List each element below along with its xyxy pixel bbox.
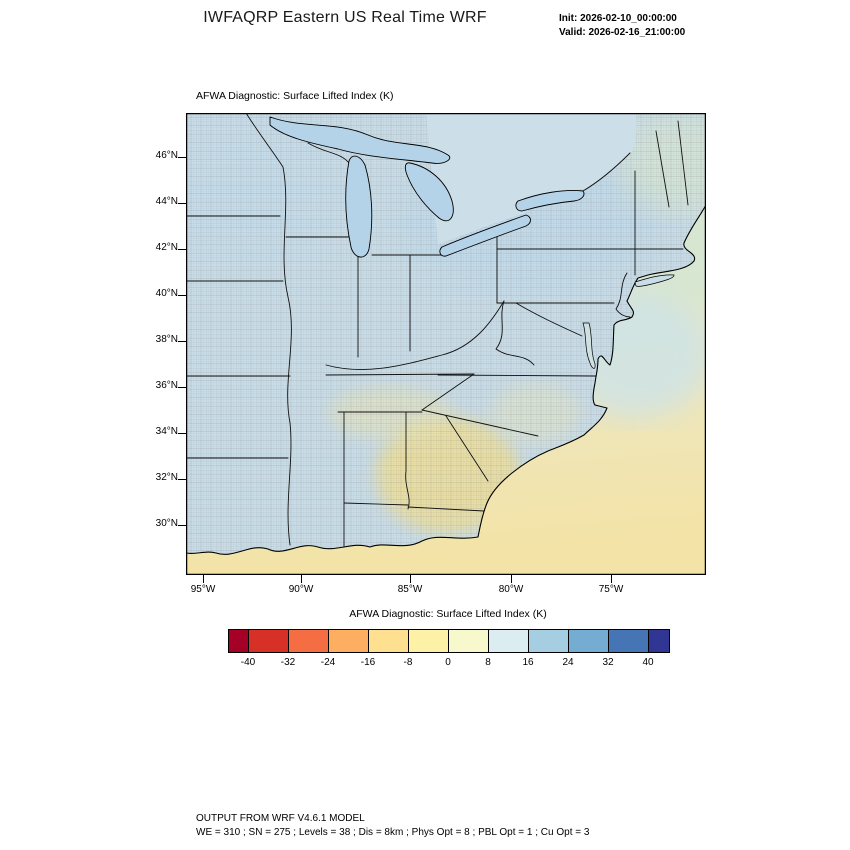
lon-tickmark-line [203,575,204,583]
lake-huron [404,162,454,222]
colorbar-segment [369,630,409,652]
lat-tick-label: 36°N [155,380,178,391]
state-borders [186,113,689,548]
lon-tickmark-line [410,575,411,583]
page-title: IWFAQRP Eastern US Real Time WRF [203,9,487,26]
colorbar-tick-label: -16 [360,657,376,668]
lat-tickmark-line [178,203,186,204]
lat-tick-label: 40°N [155,288,178,299]
lon-tick-label: 80°W [498,584,524,595]
run-info-block: Init: 2026-02-10_00:00:00 Valid: 2026-02… [559,12,685,40]
colorbar-title: AFWA Diagnostic: Surface Lifted Index (K… [349,608,547,620]
map-plot [186,113,706,575]
colorbar-segment [329,630,369,652]
lat-tickmark-line [178,157,186,158]
lat-tickmark-line [178,341,186,342]
colorbar-segment [249,630,289,652]
lake-ontario [515,190,585,212]
colorbar-segment [609,630,649,652]
colorbar-segment [649,630,669,652]
footer-model-line: OUTPUT FROM WRF V4.6.1 MODEL [196,813,365,824]
init-time-label: Init: 2026-02-10_00:00:00 [559,13,677,24]
footer-config-line: WE = 310 ; SN = 275 ; Levels = 38 ; Dis … [196,826,590,838]
lat-tick-label: 46°N [155,150,178,161]
colorbar-tick-label: 40 [642,657,654,668]
lon-tick-label: 95°W [190,584,216,595]
lon-tick-label: 75°W [598,584,624,595]
lat-tickmark-line [178,525,186,526]
lat-tickmark-line [178,295,186,296]
map-canvas [186,113,706,575]
colorbar-segment [489,630,529,652]
map-title: AFWA Diagnostic: Surface Lifted Index (K… [196,90,394,102]
colorbar-tick-label: 32 [602,657,614,668]
colorbar-tick-label: 0 [445,657,451,668]
lat-tick-label: 34°N [155,426,178,437]
coastline [186,204,706,555]
colorbar-tick-label: -32 [280,657,296,668]
valid-time-label: Valid: 2026-02-16_21:00:00 [559,27,686,38]
lon-tick-label: 85°W [397,584,423,595]
colorbar-segment [449,630,489,652]
colorbar [228,629,670,653]
lake-erie [439,214,531,257]
lake-michigan [345,155,373,258]
lat-tick-label: 38°N [155,334,178,345]
colorbar-labels: -40 -32 -24 -16 -8 0 8 16 24 32 40 [228,657,668,671]
chesapeake-bay [582,322,596,369]
lon-tickmark-line [511,575,512,583]
lon-tick-label: 90°W [288,584,314,595]
lat-tickmark-line [178,479,186,480]
lat-tickmark-line [178,433,186,434]
long-island [634,274,675,287]
canada-region [426,113,637,245]
footer-block: OUTPUT FROM WRF V4.6.1 MODEL WE = 310 ; … [196,812,589,839]
lat-tickmark-line [178,387,186,388]
colorbar-segment [289,630,329,652]
colorbar-segment [529,630,569,652]
ocean-region [186,205,706,575]
colorbar-tick-label: 16 [522,657,534,668]
colorbar-tick-label: -24 [320,657,336,668]
colorbar-tick-label: 24 [562,657,574,668]
colorbar-segment [569,630,609,652]
lat-tick-label: 30°N [155,518,178,529]
lat-tickmark-line [178,249,186,250]
colorbar-segment [409,630,449,652]
plot-frame [186,113,706,575]
colorbar-tick-label: -8 [403,657,413,668]
colorbar-segment [229,630,249,652]
great-lakes [269,116,585,258]
lat-tick-label: 32°N [155,472,178,483]
colorbar-tick-label: -40 [240,657,256,668]
colorbar-tick-label: 8 [485,657,491,668]
lon-tickmark-line [611,575,612,583]
lake-superior [269,116,451,164]
lon-tickmark-line [301,575,302,583]
lat-tick-label: 42°N [155,242,178,253]
lat-tick-label: 44°N [155,196,178,207]
